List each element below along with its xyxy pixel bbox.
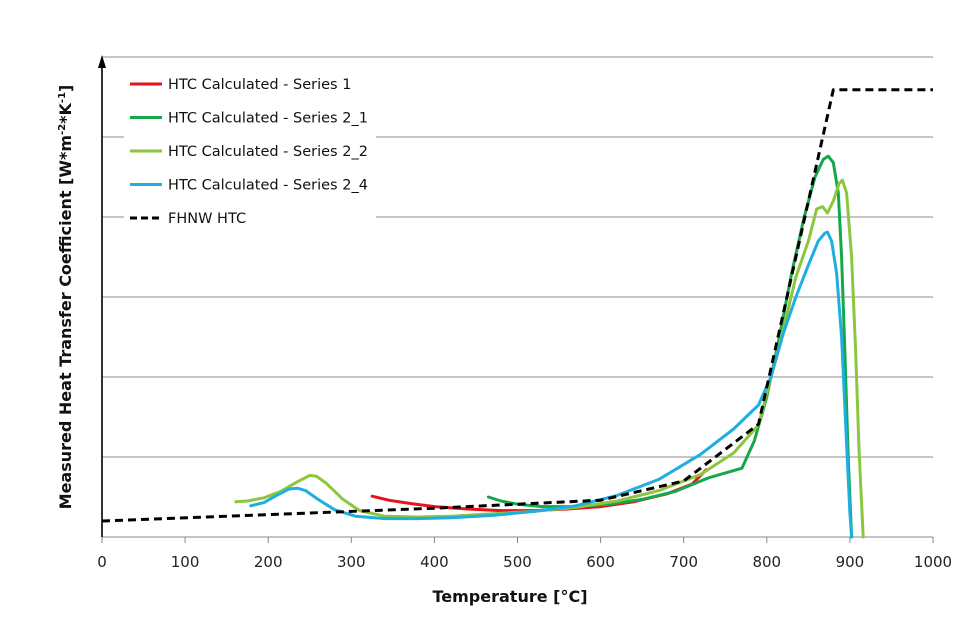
series-line-4 [249,230,854,539]
legend-label-4: HTC Calculated - Series 2_4 [168,178,368,194]
y-axis-title-end: ] [56,85,75,92]
series-line-2 [486,154,854,539]
x-tick-label: 0 [97,553,107,571]
x-ticks: 0 100 200 300 400 500 600 700 800 900 1000 [97,537,952,571]
x-tick-label: 900 [836,553,865,571]
x-tick-label: 800 [752,553,781,571]
legend-label-5: FHNW HTC [168,211,246,227]
y-axis-title-sup1: -2 [57,124,68,135]
legend: HTC Calculated - Series 1 HTC Calculated … [124,68,376,234]
legend-label-1: HTC Calculated - Series 1 [168,77,351,93]
y-axis-arrow-icon [98,55,106,68]
x-tick-label: 300 [337,553,366,571]
y-axis-title: Measured Heat Transfer Coefficient [W*m-… [56,85,75,510]
y-axis-title-main: Measured Heat Transfer Coefficient [W*m [56,135,75,509]
y-axis-title-mid: *K [56,102,75,123]
x-axis-title: Temperature [°C] [432,587,587,606]
x-tick-label: 100 [171,553,200,571]
legend-label-2: HTC Calculated - Series 2_1 [168,111,368,127]
x-tick-label: 400 [420,553,449,571]
series-line-5 [101,88,933,523]
y-axis-title-sup2: -1 [57,92,68,103]
series-lines [101,88,933,539]
x-tick-label: 500 [503,553,532,571]
x-tick-label: 1000 [914,553,952,571]
legend-background [124,68,376,234]
x-tick-label: 600 [586,553,615,571]
x-tick-label: 200 [254,553,283,571]
legend-label-3: HTC Calculated - Series 2_2 [168,144,368,160]
x-tick-label: 700 [669,553,698,571]
